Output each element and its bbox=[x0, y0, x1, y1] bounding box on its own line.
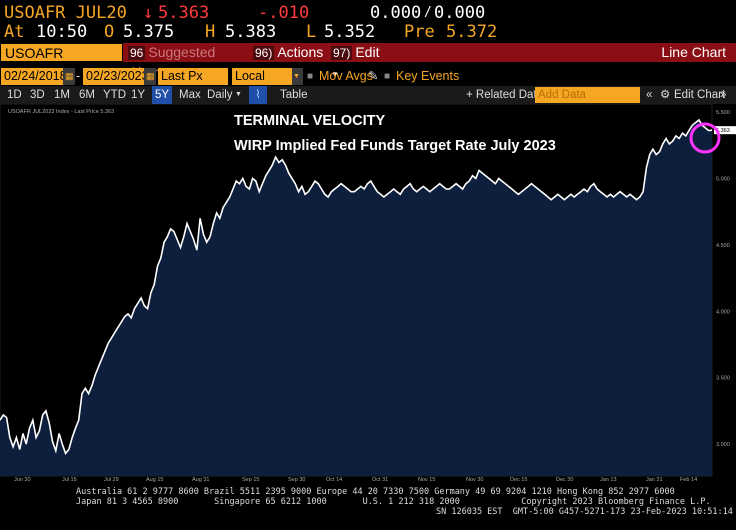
price-chart: 5.500 5.363 5.000 4.500 4.000 3.500 3.000 Jun … bbox=[0, 103, 736, 483]
x-tick-label: Sep 15 bbox=[242, 477, 259, 482]
security-tab[interactable]: USOAFR JUL2023 Inc bbox=[0, 43, 123, 80]
settings-bar: 02/24/2018 ▦ - 02/23/2023 ▦ Last Px Loca… bbox=[0, 67, 736, 100]
period-max[interactable]: Max bbox=[179, 89, 201, 101]
period-1d[interactable]: 1D bbox=[7, 89, 22, 101]
x-tick-label: Dec 15 bbox=[510, 477, 527, 482]
edit-label: Edit bbox=[355, 44, 380, 60]
last-price: 5.363 bbox=[158, 3, 210, 23]
collapse-icon[interactable]: « bbox=[646, 89, 653, 101]
open-price: 5.375 bbox=[123, 22, 175, 42]
period-6m[interactable]: 6M bbox=[79, 89, 95, 101]
x-tick-label: Feb 14 bbox=[680, 477, 697, 482]
currency-select[interactable]: Local CCY bbox=[232, 68, 292, 100]
line-chart-icon[interactable]: ⌇ bbox=[249, 86, 267, 104]
pre-label: Pre bbox=[404, 22, 435, 42]
down-arrow-icon: ↓ bbox=[143, 3, 154, 23]
date-dash: - bbox=[76, 69, 81, 83]
mov-avgs-toggle[interactable]: Mov Avgs bbox=[319, 69, 373, 83]
chart-type-title: Line Chart bbox=[661, 44, 726, 60]
footer: Australia 61 2 9777 8600 Brazil 5511 239… bbox=[0, 485, 736, 530]
frequency-select[interactable]: Daily bbox=[207, 89, 233, 101]
start-date-input[interactable]: 02/24/2018 bbox=[1, 68, 67, 85]
x-tick-label: Jun 30 bbox=[14, 477, 31, 482]
related-data-button[interactable]: + Related Data bbox=[466, 89, 544, 101]
footer-contacts: Australia 61 2 9777 8600 Brazil 5511 239… bbox=[76, 487, 675, 497]
edit-menu[interactable]: 97) Edit ▼ bbox=[327, 43, 393, 79]
suggested-num: 96 bbox=[128, 46, 146, 60]
table-toggle[interactable]: Table bbox=[280, 89, 308, 101]
period-1m[interactable]: 1M bbox=[54, 89, 70, 101]
checkbox-icon[interactable]: ■ bbox=[307, 71, 314, 82]
x-tick-label: Nov 15 bbox=[418, 477, 435, 482]
price-field-select[interactable]: Last Px bbox=[158, 68, 228, 85]
footer-copyright: Japan 81 3 4565 8900 Singapore 65 6212 1… bbox=[76, 497, 711, 507]
edit-chart-button[interactable]: Edit Chart bbox=[674, 89, 726, 101]
at-label: At bbox=[4, 22, 25, 42]
annotation-title: TERMINAL VELOCITY bbox=[234, 113, 386, 129]
actions-num: 96) bbox=[253, 46, 275, 60]
high-price: 5.383 bbox=[225, 22, 277, 42]
high-label: H bbox=[205, 22, 216, 42]
y-tick-label: 3.000 bbox=[716, 442, 730, 448]
chevron-down-icon: ▼ bbox=[331, 70, 339, 79]
last-price-marker bbox=[714, 126, 736, 135]
annotation-subtitle: WIRP Implied Fed Funds Target Rate July … bbox=[234, 138, 556, 154]
x-tick-label: Jul 15 bbox=[62, 477, 77, 482]
series-legend: USOAFR JUL2023 Index - Last Price 5.363 bbox=[8, 109, 114, 115]
chevron-down-icon[interactable]: ▼ bbox=[235, 91, 242, 98]
y-tick-label: 5.363 bbox=[716, 128, 730, 134]
pencil-icon[interactable]: ✎ bbox=[368, 69, 379, 83]
pre-price: 5.372 bbox=[446, 22, 498, 42]
x-tick-label: Dec 30 bbox=[556, 477, 573, 482]
price-line bbox=[0, 118, 713, 455]
period-3d[interactable]: 3D bbox=[30, 89, 45, 101]
y-tick-label: 3.500 bbox=[716, 376, 730, 382]
bid-ask-separator: / bbox=[424, 5, 432, 20]
footer-session: SN 126035 EST GMT-5:00 G457-5271-173 23-… bbox=[436, 507, 733, 517]
checkbox-icon[interactable]: ■ bbox=[384, 71, 391, 82]
x-tick-label: Jan 13 bbox=[600, 477, 617, 482]
period-ytd[interactable]: YTD bbox=[103, 89, 126, 101]
x-tick-label: Oct 31 bbox=[372, 477, 388, 482]
highlight-circle bbox=[689, 122, 721, 154]
x-tick-label: Aug 31 bbox=[192, 477, 209, 482]
ask: 0.000 bbox=[434, 3, 486, 23]
x-tick-label: Aug 15 bbox=[146, 477, 163, 482]
quote-time: 10:50 bbox=[36, 22, 88, 42]
x-tick-label: Jul 29 bbox=[104, 477, 119, 482]
edit-num: 97) bbox=[331, 46, 353, 60]
end-date-input[interactable]: 02/23/2023 bbox=[83, 68, 149, 85]
chart-area: 5.500 5.363 5.000 4.500 4.000 3.500 3.000 Jun … bbox=[0, 103, 736, 483]
x-tick-label: Sep 30 bbox=[288, 477, 305, 482]
open-label: O bbox=[104, 22, 115, 42]
y-tick-label: 5.000 bbox=[716, 176, 730, 182]
actions-menu[interactable]: 96)Actions ▼ bbox=[249, 43, 325, 79]
expand-icon[interactable]: » bbox=[720, 89, 727, 101]
y-tick-label: 4.000 bbox=[716, 309, 730, 315]
period-5y[interactable]: 5Y bbox=[152, 86, 173, 104]
add-data-input[interactable]: Add Data bbox=[535, 87, 640, 103]
chevron-down-icon[interactable]: ▼ bbox=[292, 68, 303, 85]
net-change: -.010 bbox=[258, 3, 310, 23]
x-tick-label: Jan 31 bbox=[646, 477, 663, 482]
x-tick-label: Oct 14 bbox=[326, 477, 342, 482]
ticker: USOAFR JUL20 bbox=[4, 3, 127, 23]
gear-icon[interactable]: ⚙ bbox=[660, 89, 671, 101]
chart-toolbar: 1D 3D 1M 6M YTD 1Y 5Y Max Daily ▼ ⌇ Tabl… bbox=[0, 86, 736, 104]
low-price: 5.352 bbox=[324, 22, 376, 42]
x-tick-label: Nov 30 bbox=[466, 477, 483, 482]
quote-header: USOAFR JUL20 ↓ 5.363 -.010 0.000 / 0.000… bbox=[0, 0, 736, 42]
key-events-toggle[interactable]: Key Events bbox=[396, 69, 460, 83]
y-tick-label: 4.500 bbox=[716, 243, 730, 249]
price-area-fill bbox=[0, 119, 712, 477]
calendar-icon[interactable]: ▦ bbox=[63, 68, 75, 85]
y-tick-label: 5.500 bbox=[716, 110, 730, 116]
bid: 0.000 bbox=[370, 3, 422, 23]
low-label: L bbox=[306, 22, 317, 42]
actions-label: Actions bbox=[277, 44, 324, 60]
period-1y[interactable]: 1Y bbox=[131, 89, 146, 101]
calendar-icon[interactable]: ▦ bbox=[144, 68, 156, 85]
